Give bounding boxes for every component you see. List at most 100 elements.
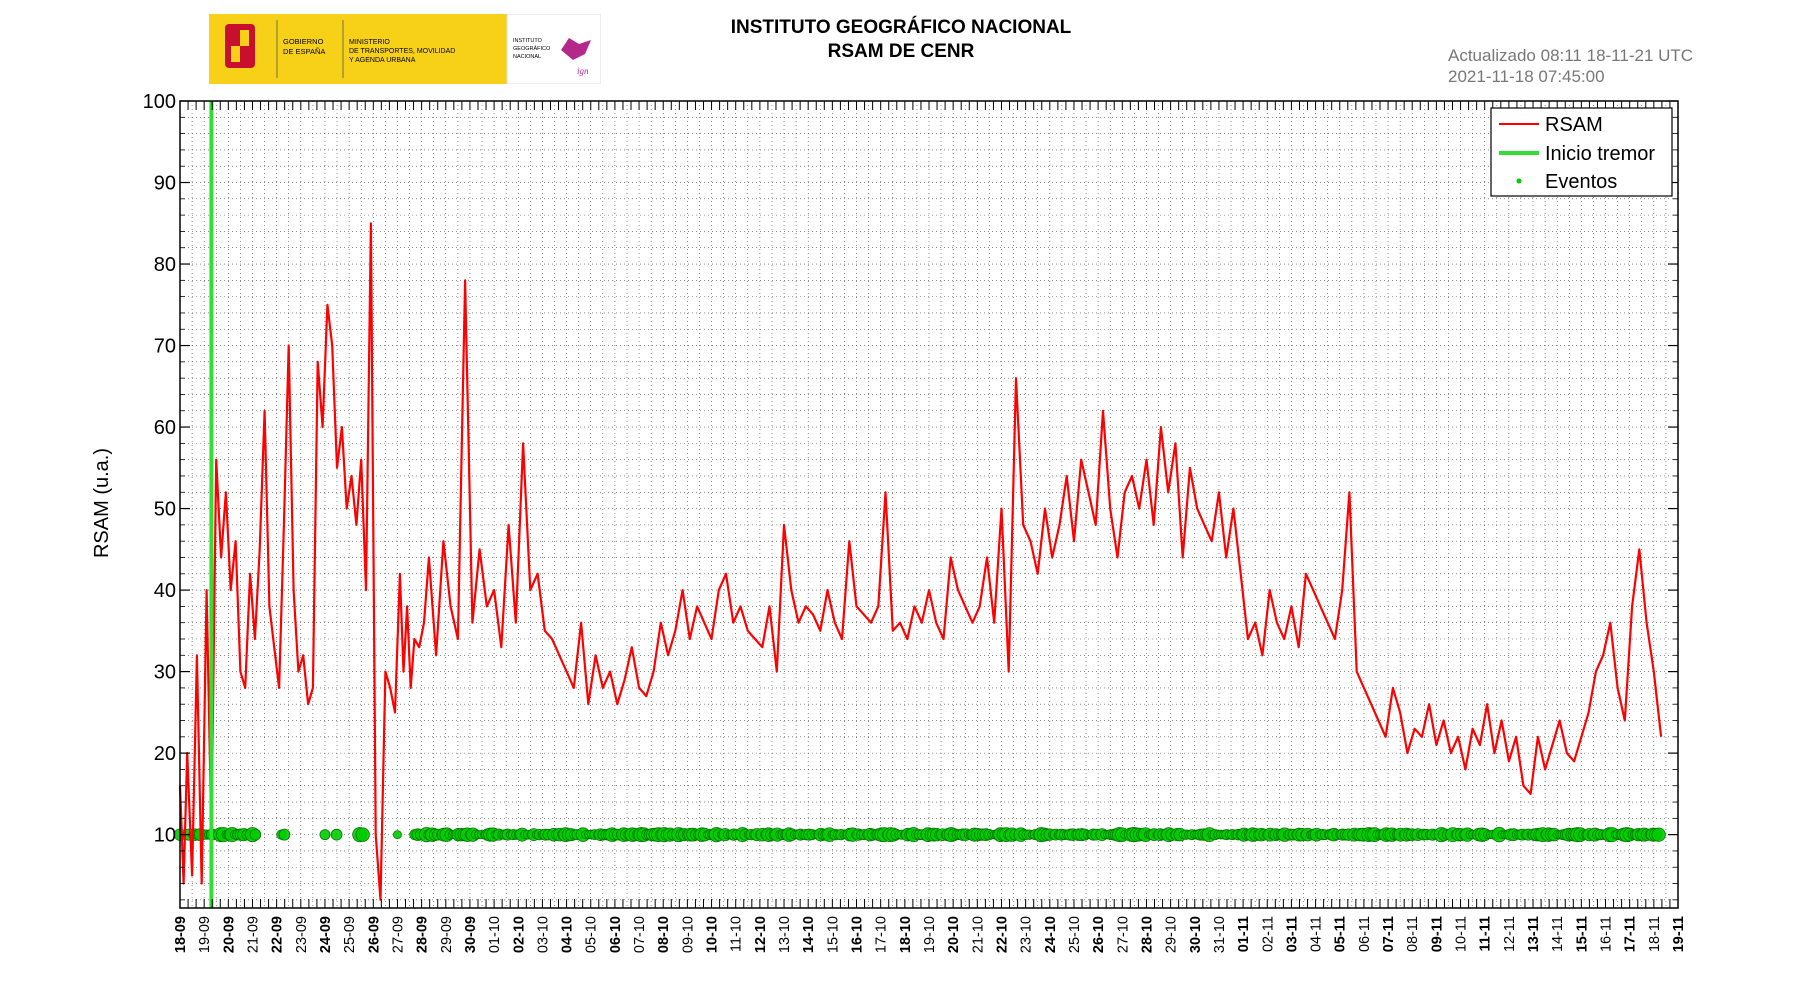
logo-min-line2: DE TRANSPORTES, MOVILIDAD	[349, 48, 455, 55]
ign-logo: GOBIERNO DE ESPAÑA MINISTERIO DE TRANSPO…	[209, 14, 601, 84]
x-tick-label: 02-11	[1260, 916, 1276, 952]
x-tick-label: 26-10	[1091, 916, 1107, 953]
x-tick-label: 29-09	[439, 916, 455, 953]
x-tick-label: 19-09	[197, 916, 213, 953]
logo-min-line1: MINISTERIO	[349, 39, 390, 46]
x-tick-label: 12-10	[753, 916, 769, 953]
x-tick-label: 19-11	[1671, 916, 1687, 952]
logo-ign-line1: INSTITUTO	[513, 38, 543, 44]
gov-band	[209, 14, 507, 84]
x-tick-label: 30-10	[1188, 916, 1204, 953]
x-tick-label: 16-11	[1599, 916, 1615, 952]
last-sample-timestamp: 2021-11-18 07:45:00	[1448, 67, 1605, 86]
x-tick-label: 20-09	[221, 916, 237, 953]
x-tick-label: 22-09	[270, 916, 286, 953]
x-tick-label: 02-10	[511, 916, 527, 953]
x-tick-label: 03-10	[535, 916, 551, 953]
y-axis: 10 20 30 40 50 60 70 80 90 100	[143, 91, 1678, 901]
x-tick-label: 01-11	[1236, 916, 1252, 952]
x-tick-label: 06-11	[1357, 916, 1373, 952]
y-tick-label: 20	[154, 743, 176, 765]
legend-label: Eventos	[1545, 171, 1617, 193]
x-tick-label: 05-10	[584, 916, 600, 953]
y-tick-label: 60	[154, 417, 176, 439]
x-tick-label: 11-11	[1478, 916, 1494, 952]
legend: RSAM Inicio tremor Eventos	[1490, 107, 1673, 197]
legend-events-swatch	[1516, 178, 1522, 184]
x-tick-label: 23-09	[294, 916, 310, 953]
logo-min-line3: Y AGENDA URBANA	[349, 57, 416, 64]
plot-area	[180, 101, 1678, 908]
x-tick-label: 31-10	[1212, 916, 1228, 953]
legend-label: RSAM	[1545, 114, 1603, 136]
x-tick-label: 04-10	[560, 916, 576, 953]
x-tick-label: 20-10	[946, 916, 962, 953]
x-tick-label: 15-11	[1574, 916, 1590, 952]
logo-ign-mark: ign	[577, 66, 589, 76]
x-tick-label: 03-11	[1284, 916, 1300, 952]
x-tick-label: 07-11	[1381, 916, 1397, 952]
event-marker	[319, 829, 331, 841]
y-tick-label: 10	[154, 825, 176, 847]
x-tick-label: 05-11	[1333, 916, 1349, 952]
x-tick-label: 17-11	[1623, 916, 1639, 952]
x-tick-label: 13-10	[777, 916, 793, 953]
x-tick-label: 23-10	[1019, 916, 1035, 953]
legend-label: Inicio tremor	[1545, 143, 1655, 165]
x-tick-label: 22-10	[994, 916, 1010, 953]
x-tick-label: 27-09	[390, 916, 406, 953]
x-tick-label: 09-11	[1429, 916, 1445, 952]
x-tick-label: 27-10	[1115, 916, 1131, 953]
x-tick-label: 14-10	[801, 916, 817, 953]
x-tick-label: 10-10	[705, 916, 721, 953]
x-tick-label: 12-11	[1502, 916, 1518, 952]
event-marker	[355, 827, 370, 842]
ign-mark-icon: ign	[561, 38, 591, 76]
event-marker	[330, 828, 343, 841]
x-tick-label: 11-10	[729, 916, 745, 952]
spain-coat-of-arms-icon	[225, 24, 255, 68]
logo-ign-line2: GEOGRÁFICO	[513, 45, 551, 52]
y-tick-label: 30	[154, 662, 176, 684]
x-tick-label: 01-10	[487, 916, 503, 953]
x-tick-label: 17-10	[874, 916, 890, 953]
x-tick-label: 26-09	[366, 916, 382, 953]
x-tick-label: 15-10	[825, 916, 841, 953]
event-marker	[249, 828, 262, 841]
x-tick-label: 29-10	[1164, 916, 1180, 953]
x-tick-label: 18-10	[898, 916, 914, 953]
x-tick-label: 07-10	[632, 916, 648, 953]
x-tick-label: 19-10	[922, 916, 938, 953]
x-axis: 18-09 19-09 20-09 21-09 22-09 23-09 24-09 25-09…	[173, 101, 1687, 953]
x-tick-label: 24-09	[318, 916, 334, 953]
y-tick-label: 80	[154, 254, 176, 276]
event-marker	[393, 830, 402, 840]
chart-title: INSTITUTO GEOGRÁFICO NACIONAL	[730, 17, 1072, 38]
event-marker	[278, 828, 291, 841]
chart-subtitle: RSAM DE CENR	[827, 41, 975, 62]
x-tick-label: 18-11	[1647, 916, 1663, 952]
y-tick-label: 70	[154, 336, 176, 358]
y-tick-label: 40	[154, 580, 176, 602]
y-tick-label: 100	[143, 91, 176, 113]
logo-gov-line2: DE ESPAÑA	[283, 47, 325, 56]
logo-ign-line3: NACIONAL	[513, 54, 541, 60]
x-tick-label: 10-11	[1454, 916, 1470, 952]
x-tick-label: 18-09	[173, 916, 189, 953]
logo-gov-line1: GOBIERNO	[283, 37, 324, 46]
event-markers	[173, 827, 1666, 843]
x-tick-label: 21-09	[245, 916, 261, 953]
x-tick-label: 14-11	[1550, 916, 1566, 952]
x-tick-label: 24-10	[1043, 916, 1059, 953]
x-tick-label: 25-10	[1067, 916, 1083, 953]
x-tick-label: 16-10	[850, 916, 866, 953]
x-tick-label: 21-10	[970, 916, 986, 953]
updated-timestamp: Actualizado 08:11 18-11-21 UTC	[1448, 46, 1694, 65]
event-marker	[1651, 827, 1666, 842]
y-axis-label: RSAM (u.a.)	[91, 448, 113, 558]
x-tick-label: 06-10	[608, 916, 624, 953]
rsam-line	[178, 222, 1663, 901]
x-tick-label: 08-11	[1405, 916, 1421, 952]
x-tick-label: 28-09	[415, 916, 431, 953]
y-tick-label: 90	[154, 173, 176, 195]
